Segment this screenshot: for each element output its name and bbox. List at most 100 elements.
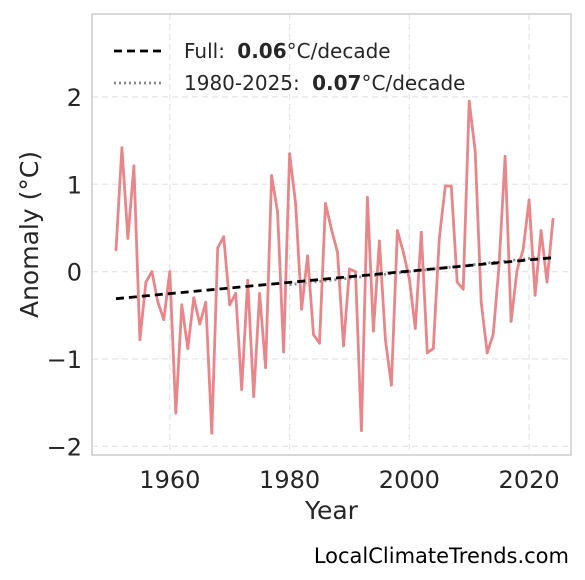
data-point [198,322,202,326]
legend-value-recent: 0.07 [312,71,361,95]
data-point [180,303,184,307]
data-point [246,278,250,282]
data-point [551,217,555,221]
x-tick-label: 2000 [379,466,440,494]
data-point [509,319,513,323]
grid [92,14,571,455]
data-point [521,248,525,252]
data-point [366,195,369,199]
data-point [336,251,339,254]
data-point [497,263,501,267]
data-point [174,411,178,415]
data-point [210,431,214,435]
legend-label-recent: 1980-2025: [184,71,300,95]
data-point [413,326,417,330]
data-point [222,235,226,239]
data-point [431,347,435,350]
data-point [264,366,268,370]
trend-line-full [115,256,554,301]
data-point [515,268,519,272]
source-credit: LocalClimateTrends.com [313,544,569,568]
data-point [545,280,549,284]
y-tick-label: −1 [47,346,82,374]
data-point [407,277,411,280]
data-point [437,237,441,240]
data-point [354,270,357,274]
data-point [461,287,465,291]
data-point [288,152,291,156]
legend-entry-recent: 1980-2025: 0.07°C/decade [184,71,465,95]
data-point [485,351,489,355]
data-point [192,296,196,300]
data-point [276,210,280,214]
data-point [294,202,297,205]
data-point [533,293,537,297]
data-point [282,350,285,354]
data-point [204,300,208,304]
data-point [114,248,118,252]
data-point [372,329,375,333]
data-point [168,270,172,274]
data-point [240,388,244,391]
data-point [378,239,381,243]
data-point [318,341,321,345]
data-point [228,303,232,307]
legend-unit-recent: °C/decade [361,71,465,95]
data-point [252,395,256,398]
x-tick-label: 2020 [499,466,560,494]
x-axis-ticks: 1960 1980 2000 2020 [139,466,559,494]
data-point [455,280,459,284]
data-point [216,246,220,250]
y-tick-label: 2 [67,84,82,112]
data-point [324,202,327,205]
data-point [312,333,315,336]
data-point [360,429,363,432]
data-point [383,338,387,342]
data-point [503,154,507,158]
legend-value-full: 0.06 [237,39,286,63]
data-point [527,198,531,202]
data-point [330,228,333,232]
legend: Full: 0.06°C/decade 1980-2025: 0.07°C/de… [114,39,465,95]
data-point [401,251,405,254]
data-point [389,383,393,387]
data-point [479,300,483,304]
y-axis-label: Anomaly (°C) [15,151,44,318]
data-point [156,300,160,304]
legend-unit-full: °C/decade [287,39,391,63]
data-points [114,99,555,435]
legend-entry-full: Full: 0.06°C/decade [184,39,391,63]
data-point [138,338,142,342]
legend-label-full: Full: [184,39,225,63]
y-tick-label: 0 [67,259,82,287]
data-point [258,292,262,295]
data-point [425,351,429,355]
data-point [132,164,136,168]
plot-frame [91,13,572,456]
data-point [144,280,148,284]
data-point [449,184,453,188]
data-point [234,292,238,295]
data-point [150,270,154,274]
data-point [342,344,345,348]
x-tick-label: 1980 [259,466,320,494]
data-point [348,267,351,271]
data-point [186,347,190,350]
data-point [126,237,130,240]
data-point [473,149,477,153]
data-point [120,146,124,150]
x-tick-label: 1960 [139,466,200,494]
anomaly-series-line [114,99,555,435]
data-point [162,318,166,322]
y-tick-label: −2 [47,433,82,461]
y-tick-label: 1 [67,171,82,199]
data-point [300,307,303,311]
data-point [539,229,543,232]
y-axis-ticks: −2 −1 0 1 2 [47,84,82,461]
data-point [443,184,447,188]
data-point [467,99,471,103]
data-point [270,174,274,177]
data-point [491,333,495,336]
data-point [395,229,399,232]
